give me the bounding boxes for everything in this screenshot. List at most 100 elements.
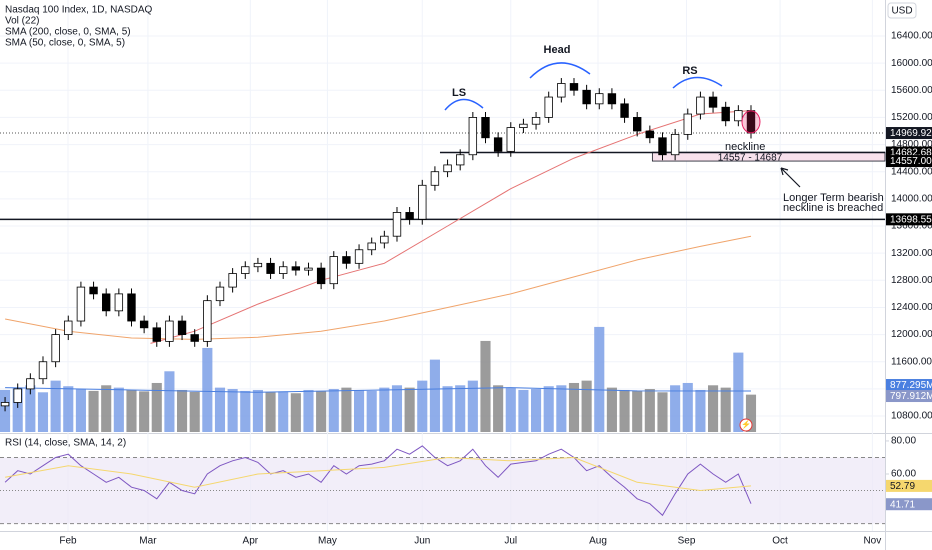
volume-bar <box>101 385 112 432</box>
candle-body <box>165 320 174 342</box>
volume-bar <box>619 389 630 432</box>
currency[interactable]: USD <box>891 6 912 17</box>
volume-bar <box>278 391 289 432</box>
candle-body <box>544 96 553 118</box>
candle-body <box>38 361 48 380</box>
candle-body <box>127 293 136 322</box>
level-label-box <box>886 213 932 226</box>
annotation: RS <box>682 65 697 77</box>
volume-bar <box>240 390 251 432</box>
candle-body <box>531 117 541 125</box>
volume-bar <box>25 385 36 432</box>
volume-bar <box>75 389 86 432</box>
currency-box[interactable] <box>887 2 917 19</box>
candle-body <box>392 212 402 237</box>
volume-bar <box>290 393 301 432</box>
indicator-label: SMA (200, close, 0, SMA, 5) <box>5 27 131 38</box>
volume-bar <box>442 386 453 432</box>
candle-body <box>64 320 73 336</box>
candle-body <box>0 402 10 407</box>
highlight-circle <box>741 110 761 134</box>
volume-bar <box>708 385 719 432</box>
candle-body <box>367 242 376 251</box>
candle-body <box>329 256 338 285</box>
annotation: Longer Term bearish <box>783 192 884 204</box>
volume-bar <box>164 371 175 432</box>
candle-body <box>380 235 389 244</box>
candle-body <box>456 154 465 166</box>
candle-body <box>203 300 212 342</box>
volume-bar <box>12 387 23 432</box>
indicator-label: SMA (50, close, 0, SMA, 5) <box>5 38 125 49</box>
sma-line <box>5 235 752 340</box>
candle-body <box>708 96 718 108</box>
candle-body <box>481 117 490 139</box>
volume-bar <box>594 326 605 432</box>
candle-body <box>102 293 111 312</box>
y-tick-label: 12800.00 <box>891 275 932 286</box>
volume-bar <box>404 387 415 432</box>
candle-body <box>670 133 680 156</box>
volume-bar <box>670 385 681 432</box>
candle-body <box>291 266 301 271</box>
volume-bar <box>480 340 491 432</box>
y-tick-label: 15200.00 <box>891 112 932 123</box>
volume-label-box <box>886 390 932 403</box>
volume-label: 877.295M <box>890 380 932 391</box>
volume-bar <box>151 382 162 432</box>
candle-body <box>645 130 655 139</box>
volume-bar <box>682 382 693 432</box>
volume-bar <box>177 389 188 432</box>
x-tick-label: Jul <box>504 536 517 547</box>
candle-body <box>658 137 667 156</box>
volume-bar <box>126 389 137 432</box>
rsi-tick-label: 80.00 <box>891 436 916 447</box>
x-tick-label: Nov <box>863 536 881 547</box>
x-tick-label: Oct <box>772 536 788 547</box>
y-tick-label: 15600.00 <box>891 85 932 96</box>
rsi-label: 52.79 <box>890 481 915 492</box>
candle-body <box>304 267 313 271</box>
y-tick-label: 16400.00 <box>891 31 932 42</box>
candle-body <box>430 171 440 186</box>
indicator-label: Vol (22) <box>5 16 39 27</box>
last-price-label: 14969.92 <box>890 128 932 139</box>
annotation: neckline is breached <box>783 202 883 214</box>
volume-bar <box>328 389 339 432</box>
annotation-arrow <box>780 167 801 188</box>
ls-arc <box>444 98 484 111</box>
candle-body <box>342 256 351 264</box>
volume-bar <box>379 387 390 432</box>
y-tick-label: 12000.00 <box>891 329 932 340</box>
volume-bar <box>113 387 124 432</box>
candle-body <box>13 388 22 403</box>
rs-arc <box>672 76 723 89</box>
volume-bar <box>88 390 99 432</box>
volume-bar <box>695 389 706 432</box>
candle-body <box>683 113 692 135</box>
volume-bar <box>63 386 74 432</box>
chart-title: Nasdaq 100 Index, 1D, NASDAQ <box>5 5 153 16</box>
volume-bar <box>50 380 61 432</box>
candle-body <box>519 123 528 128</box>
volume-bar <box>265 392 276 432</box>
y-tick-label: 11600.00 <box>891 356 932 367</box>
volume-sma <box>5 387 752 393</box>
candle-body <box>468 117 478 156</box>
rsi-label-box <box>886 498 932 511</box>
rsi-sma <box>5 456 752 492</box>
volume-bar <box>745 394 757 432</box>
volume-bar <box>543 386 554 432</box>
candle-body <box>405 212 414 220</box>
candle-body <box>582 89 591 105</box>
x-tick-label: Sep <box>678 536 696 547</box>
candle-body <box>89 286 98 295</box>
volume-bar <box>429 359 440 432</box>
volume-label-box <box>886 379 932 392</box>
candle-body <box>620 103 629 118</box>
volume-bar <box>214 387 226 432</box>
candle-body <box>316 267 326 285</box>
head-arc <box>529 62 591 79</box>
volume-bar <box>316 390 327 432</box>
